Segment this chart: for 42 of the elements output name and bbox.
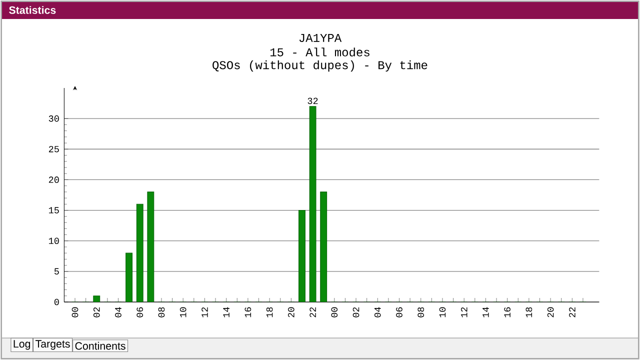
x-tick-label: 02 [93, 307, 100, 318]
x-tick-label: 08 [158, 307, 165, 318]
x-tick-label: 18 [266, 307, 273, 318]
x-tick-label: 20 [288, 307, 294, 318]
text: Continents [75, 342, 126, 350]
x-tick-label: 04 [115, 307, 122, 318]
bar [320, 192, 328, 302]
x-tick-label: 14 [223, 307, 230, 318]
x-tick-label: 12 [202, 307, 208, 318]
x-tick-label: 12 [460, 307, 468, 318]
x-tick-label: 04 [374, 307, 381, 318]
text: Log [14, 340, 30, 350]
x-tick-label: 16 [504, 307, 510, 318]
y-tick-label: 30 [48, 115, 59, 122]
text: Targets [36, 340, 70, 350]
x-tick-label: 10 [180, 307, 186, 318]
y-tick-label: 5 [54, 268, 59, 275]
text: Statistics [9, 6, 56, 14]
x-tick-label: 00 [331, 307, 338, 318]
x-tick-label: 20 [547, 307, 554, 318]
x-tick-label: 00 [72, 307, 78, 318]
y-tick-label: 25 [48, 146, 59, 152]
chart-subtitle: 15 - All modes [270, 48, 370, 56]
x-tick-label: 08 [418, 307, 424, 318]
x-tick-label: 02 [352, 307, 360, 318]
chart-title: JA1YPA [299, 34, 342, 42]
y-tick-label: 15 [48, 207, 59, 214]
y-tick-label: 0 [54, 298, 59, 306]
y-tick-label: 20 [48, 176, 59, 183]
x-tick-label: 10 [439, 307, 446, 318]
bar [298, 210, 306, 302]
x-tick-label: 06 [396, 307, 402, 318]
x-tick-label: 22 [569, 307, 576, 318]
x-tick-label: 14 [482, 307, 489, 318]
x-tick-label: 16 [244, 307, 252, 318]
data-label: 32 [308, 98, 318, 104]
x-tick-label: 06 [136, 307, 144, 318]
x-tick-label: 18 [526, 307, 532, 318]
bar [126, 252, 133, 302]
x-tick-label: 22 [310, 307, 316, 318]
text: QSOs (without dupes) - By time [212, 60, 428, 72]
y-tick-label: 10 [48, 238, 59, 244]
